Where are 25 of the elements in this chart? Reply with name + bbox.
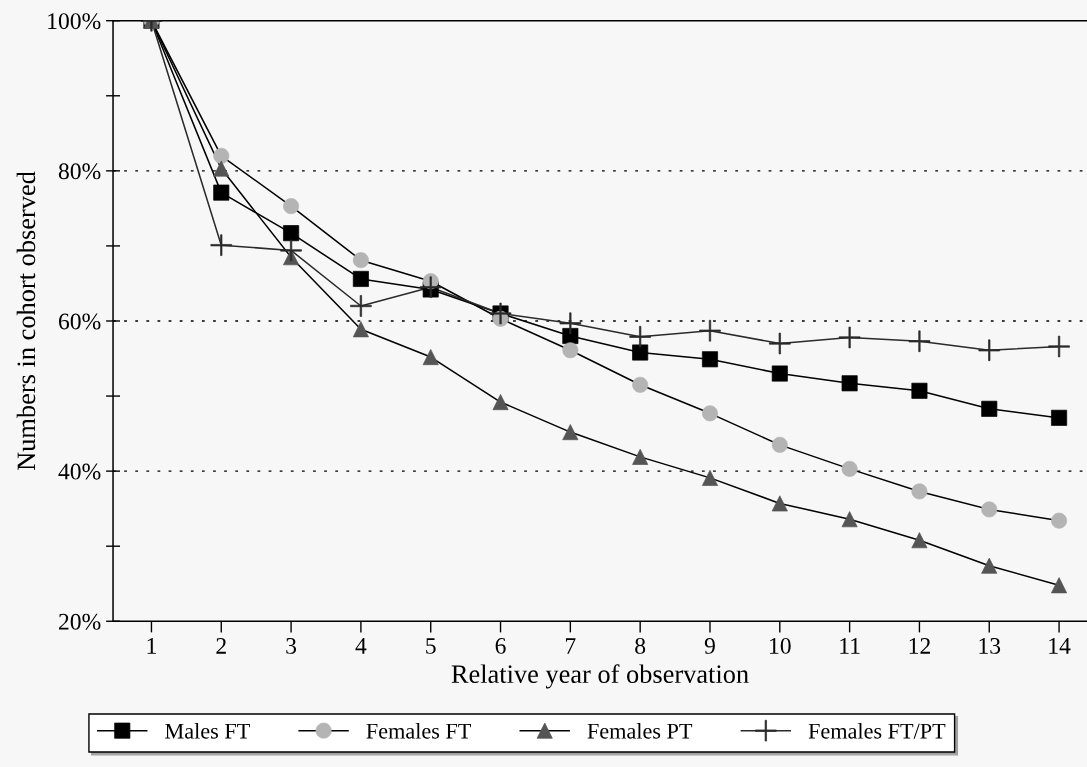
- x-tick-label: 8: [635, 637, 646, 654]
- x-axis-title: Relative year of observation: [451, 664, 749, 689]
- y-tick-label: 80%: [58, 163, 101, 180]
- x-tick-label: 9: [704, 637, 715, 654]
- x-tick-label: 1: [147, 638, 156, 654]
- x-tick-label: 12: [909, 637, 930, 654]
- legend-label: Females FT: [366, 723, 472, 739]
- y-tick-label: 100%: [48, 13, 101, 30]
- x-tick-label: 4: [355, 638, 367, 654]
- legend-label: Females FT/PT: [808, 723, 946, 739]
- x-tick-label: 2: [216, 637, 226, 654]
- y-tick-label: 40%: [58, 463, 101, 480]
- x-tick-label: 13: [979, 637, 1001, 654]
- x-tick-label: 14: [1049, 638, 1071, 654]
- y-tick-label: 20%: [59, 613, 101, 630]
- x-tick-label: 7: [566, 638, 576, 654]
- legend-label: Females PT: [587, 723, 693, 739]
- legend-label: Males FT: [165, 723, 250, 739]
- x-tick-label: 10: [770, 637, 791, 654]
- x-tick-label: 6: [495, 637, 506, 654]
- x-tick-label: 11: [840, 638, 860, 654]
- y-tick-label: 60%: [58, 313, 101, 330]
- x-tick-label: 3: [286, 637, 297, 654]
- y-axis-title: Numbers in cohort observed: [16, 171, 36, 471]
- x-tick-label: 5: [426, 638, 436, 654]
